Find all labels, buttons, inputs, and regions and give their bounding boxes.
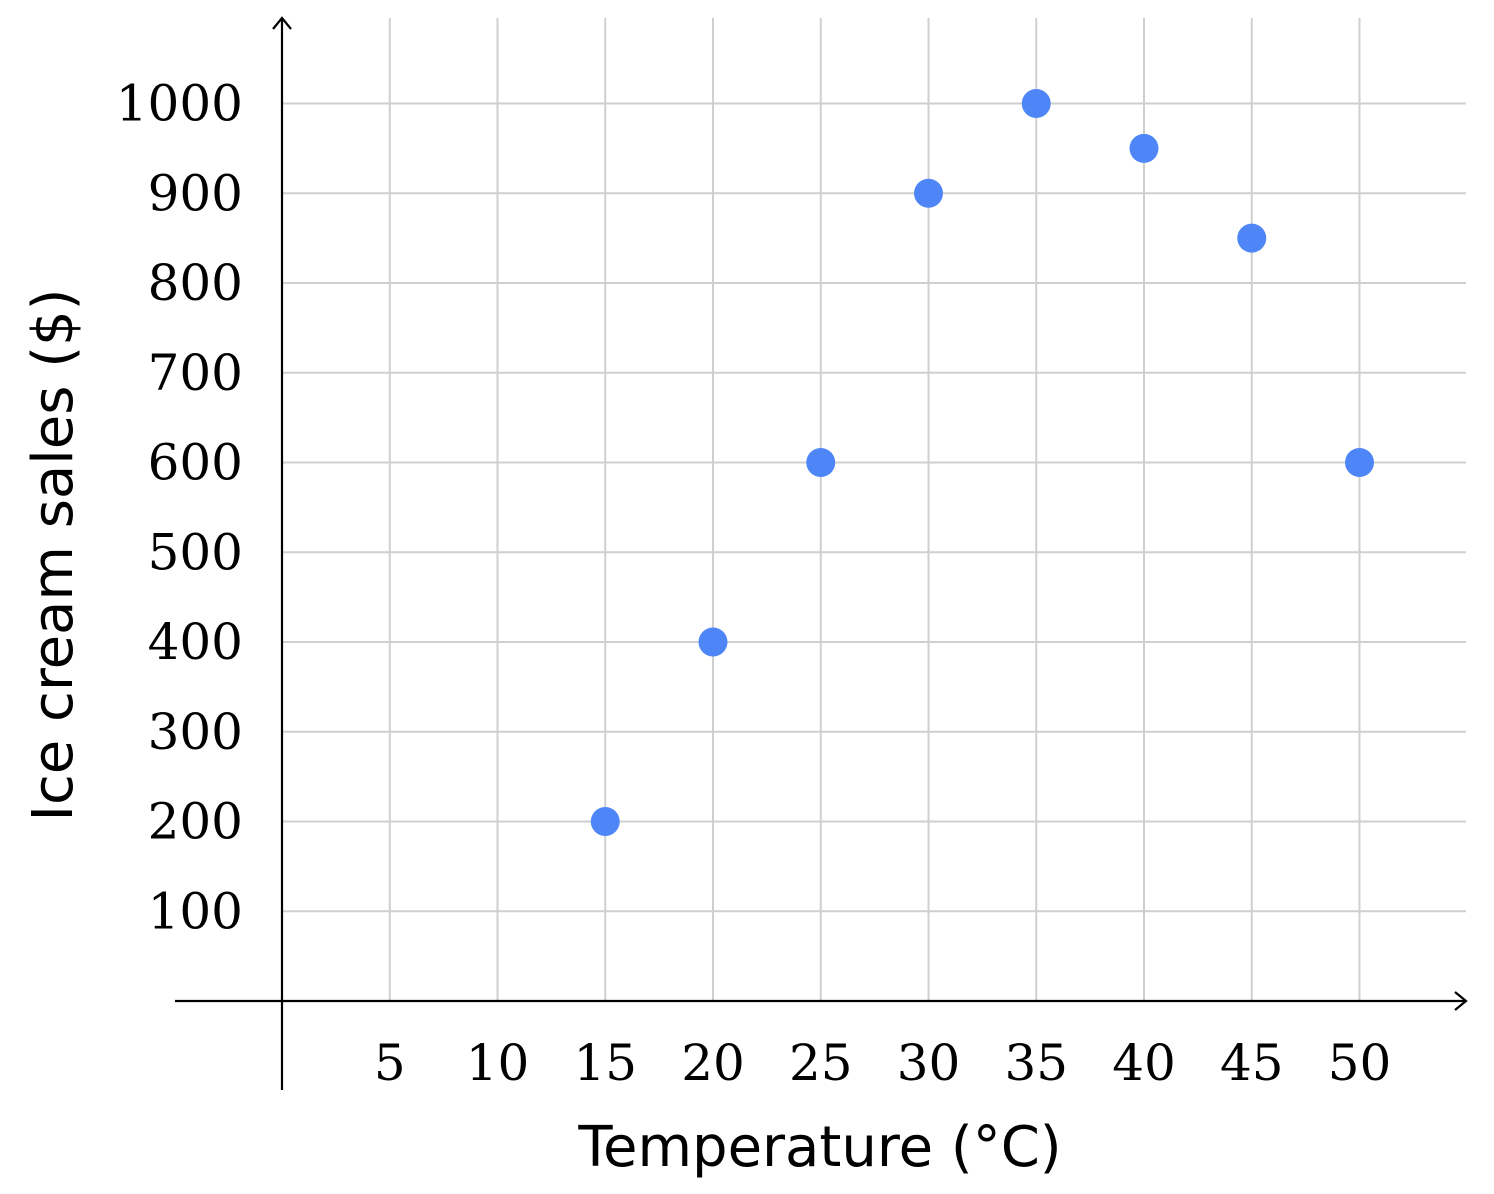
data-point xyxy=(914,178,943,208)
x-axis-title: Temperature (°C) xyxy=(577,1115,1061,1180)
y-axis-title: Ice cream sales ($) xyxy=(21,288,86,821)
x-tick-label: 40 xyxy=(1112,1034,1176,1092)
x-tick-label: 15 xyxy=(573,1034,637,1092)
grid xyxy=(282,18,1466,1001)
y-tick-labels: 100 200 300 400 500 600 700 800 900 1000 xyxy=(116,75,243,941)
data-point xyxy=(1021,89,1051,118)
x-tick-labels: 5 10 15 20 25 30 35 40 45 50 xyxy=(374,1034,1391,1092)
data-points xyxy=(590,89,1374,836)
axes xyxy=(175,16,1468,1090)
y-tick-label: 700 xyxy=(148,344,243,402)
y-tick-label: 900 xyxy=(148,164,243,222)
x-tick-label: 50 xyxy=(1328,1034,1392,1092)
y-tick-label: 800 xyxy=(148,254,243,312)
y-tick-label: 600 xyxy=(148,434,243,492)
x-tick-label: 30 xyxy=(897,1034,961,1092)
data-point xyxy=(698,627,728,657)
data-point xyxy=(806,448,836,477)
x-tick-label: 45 xyxy=(1220,1034,1284,1092)
x-axis-arrow xyxy=(1454,991,1468,1011)
y-tick-label: 200 xyxy=(148,793,243,851)
data-point xyxy=(590,807,620,836)
x-tick-label: 25 xyxy=(789,1034,853,1092)
data-point xyxy=(1237,223,1267,253)
x-tick-label: 20 xyxy=(681,1034,745,1092)
y-tick-label: 300 xyxy=(148,703,243,761)
x-tick-label: 10 xyxy=(466,1034,530,1092)
data-point xyxy=(1129,133,1159,163)
y-tick-label: 400 xyxy=(148,613,243,671)
y-tick-label: 1000 xyxy=(116,75,243,133)
y-tick-label: 100 xyxy=(148,882,243,940)
data-point xyxy=(1345,448,1374,477)
y-tick-label: 500 xyxy=(148,523,243,581)
y-axis-arrow xyxy=(272,16,292,30)
x-tick-label: 5 xyxy=(374,1034,406,1092)
x-tick-label: 35 xyxy=(1004,1034,1068,1092)
